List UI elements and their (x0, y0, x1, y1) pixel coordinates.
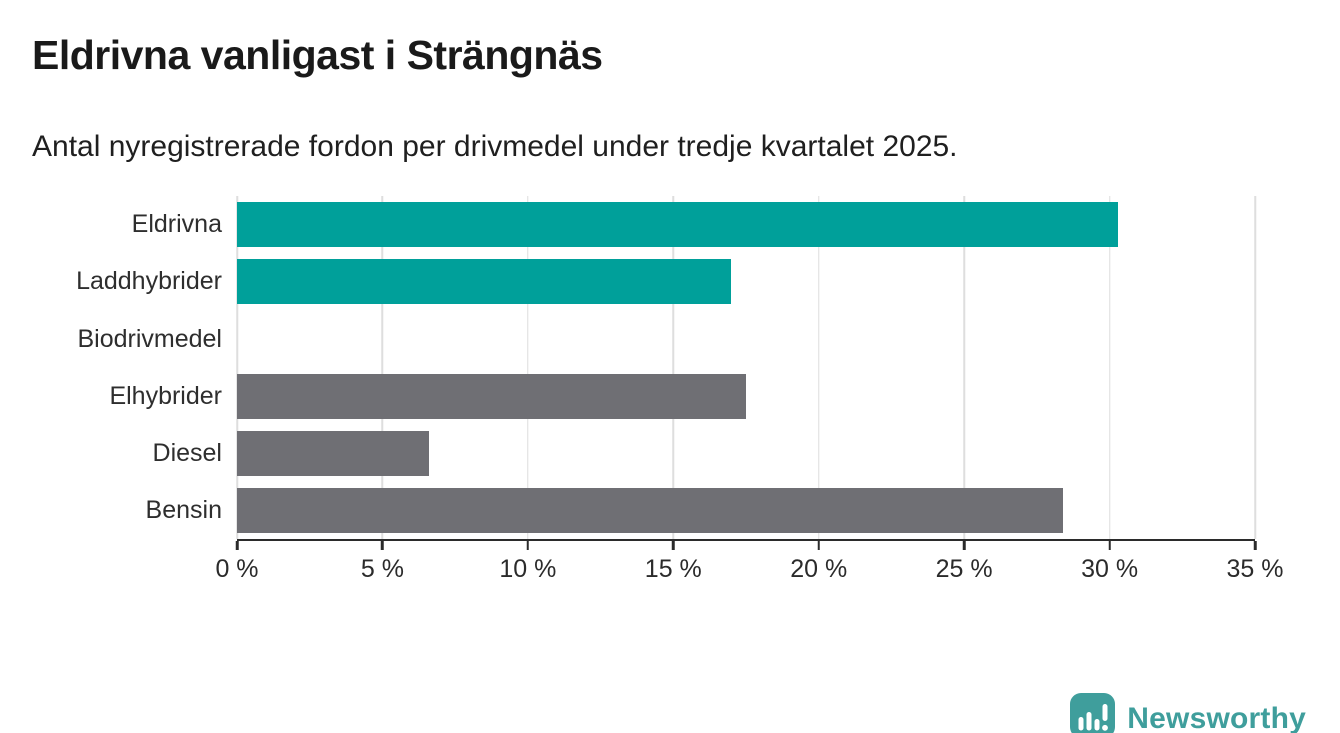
x-tick-label: 15 % (644, 555, 702, 584)
x-tick (817, 541, 820, 551)
x-tick (672, 541, 675, 551)
gridline (1108, 196, 1111, 540)
x-tick (1253, 541, 1257, 551)
gridline (672, 196, 675, 540)
brand-name: Newsworthy (1127, 702, 1306, 733)
gridline (381, 196, 384, 540)
bar-row (237, 253, 1255, 310)
gridline (236, 196, 238, 540)
x-tick-label: 20 % (790, 555, 848, 584)
page-title: Eldrivna vanligast i Strängnäs (32, 32, 603, 78)
x-tick-label: 25 % (935, 555, 993, 584)
x-tick (526, 541, 530, 551)
category-label: Eldrivna (131, 210, 222, 239)
bar-row (237, 368, 1255, 425)
x-tick (1108, 541, 1111, 551)
newsworthy-logo: Newsworthy (1069, 692, 1306, 733)
category-label: Laddhybrider (76, 267, 222, 296)
gridlines (236, 196, 1256, 540)
bar-chart: Eldrivna Laddhybrider Biodrivmedel Elhybrid… (0, 196, 1340, 594)
bar-row (237, 482, 1255, 539)
bar (237, 488, 1064, 534)
plot-area: 0 % 5 % 10 % 15 % 20 % 25 % 30 % 35 % (215, 196, 1283, 594)
x-tick-label: 10 % (499, 555, 557, 584)
category-label: Elhybrider (109, 381, 222, 410)
x-tick-label: 0 % (215, 555, 259, 584)
newsworthy-logo-icon (1069, 692, 1116, 733)
bar-row (237, 425, 1255, 482)
x-tick-label: 35 % (1226, 555, 1284, 584)
bar (237, 259, 732, 305)
bar (237, 430, 429, 476)
bar (237, 202, 1119, 248)
x-tick-label: 5 % (360, 555, 404, 584)
x-tick (235, 541, 239, 551)
bar-rows (236, 196, 1256, 540)
gridline (817, 196, 820, 540)
category-labels: Eldrivna Laddhybrider Biodrivmedel Elhybrid… (0, 196, 237, 594)
gridline (1254, 196, 1256, 540)
x-tick (962, 541, 966, 551)
x-axis: 0 % 5 % 10 % 15 % 20 % 25 % 30 % 35 % (215, 539, 1283, 594)
bar (237, 373, 746, 419)
category-label: Biodrivmedel (77, 324, 222, 353)
category-label: Bensin (145, 496, 222, 525)
bar-row (237, 196, 1255, 253)
chart-page: Eldrivna vanligast i Strängnäs Antal nyr… (0, 32, 1340, 733)
x-tick (381, 541, 384, 551)
x-tick-label: 30 % (1081, 555, 1139, 584)
category-label: Diesel (152, 438, 222, 467)
gridline (963, 196, 965, 540)
chart-subtitle: Antal nyregistrerade fordon per drivmede… (32, 130, 958, 164)
gridline (527, 196, 529, 540)
